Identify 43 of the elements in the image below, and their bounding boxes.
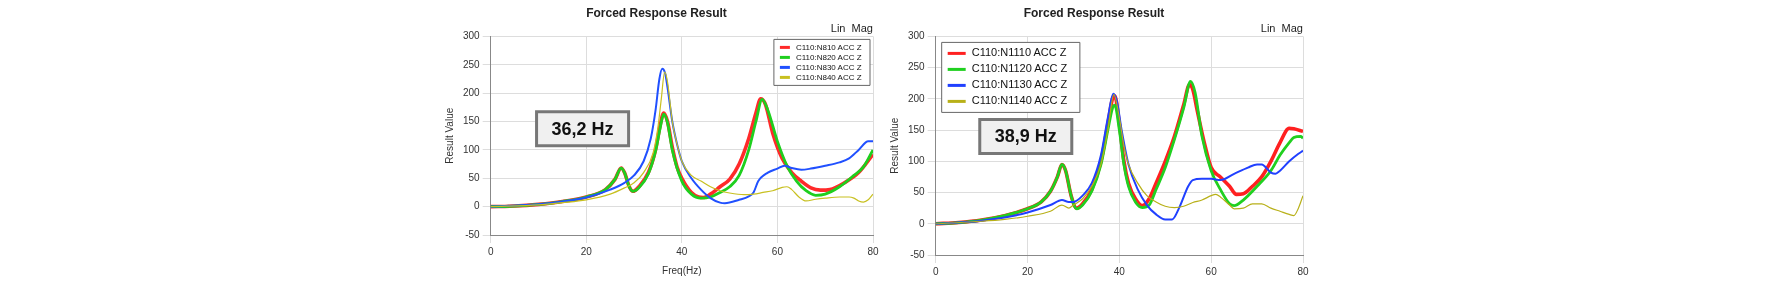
legend-label: C110:N1120 ACC Z — [971, 62, 1068, 75]
x-tick-label: 60 — [771, 245, 784, 257]
y-tick-label: 100 — [908, 155, 926, 167]
x-tick-label: 60 — [1205, 265, 1218, 277]
legend-label: C110:N1110 ACC Z — [971, 46, 1067, 59]
y-axis-title: Result Value — [443, 107, 455, 164]
x-tick-label: 0 — [932, 265, 939, 277]
x-tick-label: 0 — [487, 245, 494, 257]
x-tick-label: 20 — [1021, 265, 1034, 277]
x-tick-label: 80 — [1297, 265, 1309, 277]
chart-title: Forced Response Result — [586, 5, 727, 20]
legend-label: C110:N1140 ACC Z — [971, 94, 1068, 107]
y-tick-label: 100 — [463, 143, 481, 155]
y-tick-label: 50 — [913, 186, 926, 198]
x-tick-label: 40 — [1113, 265, 1126, 277]
y-tick-label: 300 — [463, 30, 481, 42]
annotation: 38,9 Hz — [994, 126, 1057, 147]
x-tick-label: 40 — [676, 245, 688, 257]
text: Lin Mag — [830, 21, 873, 34]
legend-label: C110:N810 ACC Z — [795, 42, 862, 52]
x-axis-title: Freq(Hz) — [662, 264, 702, 276]
y-tick-label: 150 — [908, 123, 926, 135]
y-tick-label: 50 — [468, 172, 481, 184]
legend-label: C110:N1130 ACC Z — [971, 78, 1068, 91]
y-tick-label: 150 — [463, 115, 481, 127]
x-tick-label: 80 — [867, 245, 879, 257]
annotation: 36,2 Hz — [551, 118, 614, 139]
legend-label: C110:N830 ACC Z — [795, 62, 862, 72]
legend-label: C110:N820 ACC Z — [795, 52, 862, 62]
y-tick-label: 200 — [908, 92, 926, 104]
text: Lin Mag — [1260, 21, 1303, 34]
y-tick-label: 0 — [919, 217, 926, 229]
y-tick-label: -50 — [910, 248, 926, 260]
chart-title: Forced Response Result — [1023, 5, 1165, 20]
y-tick-label: 250 — [463, 58, 481, 70]
y-tick-label: 0 — [474, 200, 481, 212]
legend-label: C110:N840 ACC Z — [795, 72, 862, 82]
y-tick-label: 300 — [908, 30, 926, 42]
y-tick-label: -50 — [465, 228, 481, 240]
x-tick-label: 20 — [580, 245, 593, 257]
y-tick-label: 200 — [463, 86, 481, 98]
y-axis-title: Result Value — [888, 117, 900, 174]
y-tick-label: 250 — [908, 61, 926, 73]
